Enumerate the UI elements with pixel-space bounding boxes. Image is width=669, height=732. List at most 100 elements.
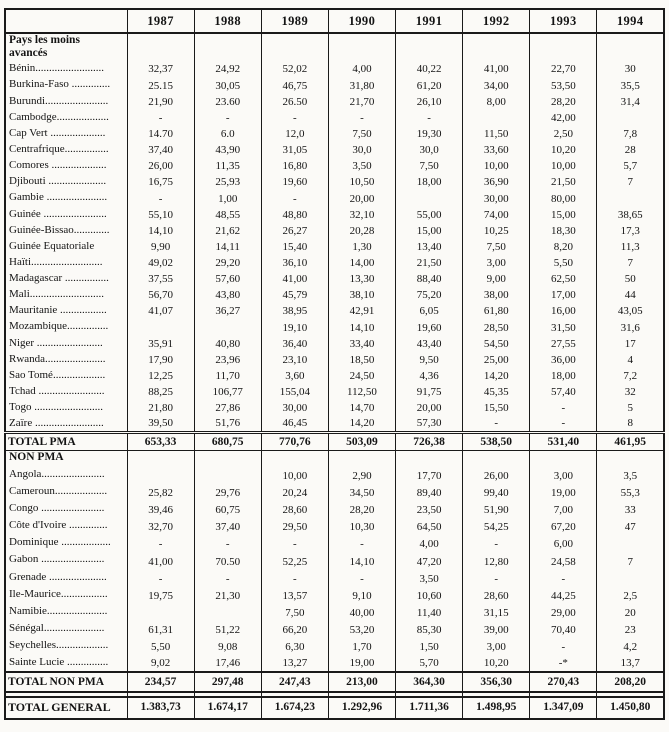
total-value-cell: 461,95 xyxy=(596,430,664,452)
empty-cell xyxy=(327,33,396,62)
country-name-cell: Mauritanie ................. xyxy=(9,304,107,317)
value-cell: 21,70 xyxy=(327,93,396,110)
value-cell: 41,00 xyxy=(260,271,329,288)
value-cell xyxy=(596,190,664,207)
value-cell: 25.15 xyxy=(126,77,195,94)
country-row: Angola....................... 10,00 2,90 17… xyxy=(5,466,664,484)
country-row: Mali........................... 56,70 43,8… xyxy=(5,287,664,304)
country-name-cell: Mozambique............... xyxy=(9,320,109,333)
value-cell: 15,50 xyxy=(462,400,530,417)
empty-cell xyxy=(529,33,597,62)
country-row: Grenade ..................... - - - -3,50- - xyxy=(5,569,664,587)
value-cell: 26,00 xyxy=(462,466,530,484)
value-cell: 61,31 xyxy=(126,621,195,639)
value-cell: 27,55 xyxy=(529,335,597,352)
country-name-cell: Congo ....................... xyxy=(9,502,105,515)
value-cell xyxy=(394,190,463,207)
country-row: Niger ........................ 35,91 40,80… xyxy=(5,335,664,352)
grand-total-value-cell: 1.450,80 xyxy=(596,695,664,719)
value-cell: 7,50 xyxy=(462,238,530,255)
value-cell: 16,75 xyxy=(126,174,195,191)
value-cell: 13,27 xyxy=(260,655,329,673)
value-cell: - xyxy=(529,400,597,417)
value-cell: 40,80 xyxy=(193,335,262,352)
country-name-cell: Dominique .................. xyxy=(9,536,111,549)
value-cell: 8,20 xyxy=(529,238,597,255)
empty-cell xyxy=(260,33,329,62)
value-cell xyxy=(193,603,262,622)
value-cell: 51,76 xyxy=(193,416,262,433)
value-cell: 10,30 xyxy=(327,518,396,536)
value-cell: 13,30 xyxy=(327,271,396,288)
year-header: 1991 xyxy=(394,9,463,34)
value-cell: 7,50 xyxy=(327,125,396,142)
value-cell: 41,00 xyxy=(126,552,195,570)
value-cell: 34,50 xyxy=(327,483,396,502)
section-total-row: TOTAL PMA 653,33 680,75 770,76 503,09 726,38 5… xyxy=(5,430,664,452)
country-name-cell: Guinée ....................... xyxy=(9,207,107,220)
value-cell: 35,5 xyxy=(596,77,664,94)
empty-cell xyxy=(327,450,396,467)
value-cell: 21,30 xyxy=(193,586,262,604)
section-header-row: NON PMA xyxy=(5,450,664,467)
value-cell: 53,20 xyxy=(327,621,396,639)
value-cell: 31,4 xyxy=(596,93,664,110)
value-cell: 7,2 xyxy=(596,367,664,385)
value-cell: - xyxy=(260,535,329,553)
country-row: Cameroun................... 25,82 29,76 20,… xyxy=(5,483,664,502)
value-cell: 31,15 xyxy=(462,603,530,622)
value-cell: 89,40 xyxy=(394,483,463,502)
country-name-cell: Djibouti ..................... xyxy=(9,175,107,188)
country-name-cell: Ile-Maurice................. xyxy=(9,587,108,600)
value-cell: 9,90 xyxy=(126,238,195,255)
value-cell: - xyxy=(126,190,195,207)
value-cell: 20,00 xyxy=(394,400,463,417)
country-row: Djibouti ..................... 16,75 25,93… xyxy=(5,174,664,191)
country-row: Comores .................... 26,00 11,35 16… xyxy=(5,158,664,175)
value-cell: 10,20 xyxy=(462,655,530,673)
value-cell: 29,00 xyxy=(529,603,597,622)
value-cell: 80,00 xyxy=(529,190,597,207)
value-cell: 7 xyxy=(596,174,664,191)
value-cell: 10,00 xyxy=(462,158,530,175)
value-cell: 88,25 xyxy=(126,384,195,401)
value-cell: 28 xyxy=(596,141,664,159)
value-cell: 32,37 xyxy=(126,61,195,78)
country-name-cell: Gabon ....................... xyxy=(9,553,105,566)
value-cell: 19,75 xyxy=(126,586,195,604)
value-cell: 11,35 xyxy=(193,158,262,175)
section-title-cell: Pays les moins avancés xyxy=(5,33,127,61)
value-cell: - xyxy=(529,569,597,587)
value-cell: 3,50 xyxy=(394,569,463,587)
value-cell: 10,50 xyxy=(327,174,396,191)
country-row: Guinée ....................... 55,10 48,55… xyxy=(5,206,664,223)
total-value-cell: 247,43 xyxy=(260,671,329,693)
value-cell: 155,04 xyxy=(260,384,329,401)
value-cell: 19,00 xyxy=(327,655,396,673)
value-cell: - xyxy=(126,109,195,126)
country-row: Gabon ....................... 41,00 70.50 5… xyxy=(5,552,664,570)
value-cell: 1,50 xyxy=(394,638,463,656)
value-cell: 48,80 xyxy=(260,206,329,223)
value-cell: 41,07 xyxy=(126,303,195,320)
country-name-cell: Seychelles................... xyxy=(9,639,109,652)
value-cell: 75,20 xyxy=(394,287,463,304)
value-cell: 32,70 xyxy=(126,518,195,536)
country-name-cell: Mali........................... xyxy=(9,288,105,301)
value-cell: 62,50 xyxy=(529,271,597,288)
value-cell: 9,00 xyxy=(462,271,530,288)
value-cell: 19,60 xyxy=(394,319,463,336)
value-cell: 5,50 xyxy=(529,254,597,272)
country-name-cell: Burundi....................... xyxy=(9,94,109,107)
value-cell: 14,10 xyxy=(126,222,195,239)
value-cell: 11,50 xyxy=(462,125,530,142)
value-cell: 42,91 xyxy=(327,303,396,320)
country-name-cell: Niger ........................ xyxy=(9,336,103,349)
spacer-cell xyxy=(126,691,195,697)
year-header: 1993 xyxy=(529,9,597,34)
total-value-cell: 213,00 xyxy=(327,671,396,693)
country-name-cell: Gambie ...................... xyxy=(9,191,108,204)
value-cell xyxy=(596,109,664,126)
value-cell: 24,92 xyxy=(193,61,262,78)
